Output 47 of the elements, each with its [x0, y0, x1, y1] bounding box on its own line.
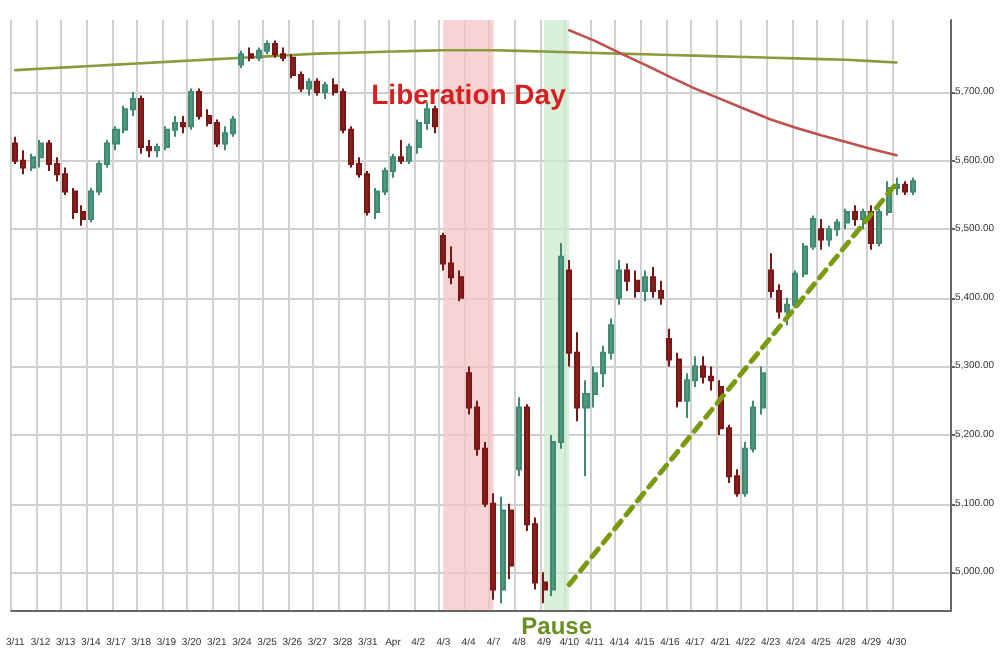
candlestick — [196, 87, 202, 121]
line-series — [567, 28, 898, 157]
candlestick — [860, 207, 866, 231]
candlestick — [902, 180, 908, 196]
band-label: Pause — [521, 612, 593, 640]
candlestick — [322, 80, 328, 100]
candlestick — [634, 269, 640, 299]
candlestick — [666, 327, 672, 368]
candlestick — [624, 262, 630, 292]
candlestick — [508, 502, 514, 581]
candlestick — [844, 207, 850, 231]
candlestick — [876, 207, 882, 248]
candlestick — [818, 217, 824, 251]
candlestick — [188, 87, 194, 131]
candlestick — [138, 94, 144, 155]
candlestick — [760, 365, 766, 416]
line-series — [14, 48, 898, 72]
candlestick — [398, 139, 404, 166]
candlestick — [406, 142, 412, 166]
candlestick — [280, 46, 286, 63]
candlestick — [180, 115, 186, 135]
candlestick — [500, 495, 506, 605]
candlestick — [834, 217, 840, 238]
candlestick — [910, 176, 916, 196]
candlestick — [650, 265, 656, 299]
candlestick — [826, 224, 832, 248]
band-label: Liberation Day — [371, 78, 567, 110]
candlestick — [12, 135, 18, 166]
candlestick — [248, 46, 254, 63]
candlestick — [516, 396, 522, 478]
candlestick — [542, 571, 548, 605]
candlestick — [642, 269, 648, 303]
candlestick — [154, 142, 160, 159]
candlestick — [238, 49, 244, 70]
candlestick — [38, 139, 44, 169]
candlestick — [272, 39, 278, 59]
candlestick — [264, 39, 270, 56]
candlestick — [616, 259, 622, 306]
candlestick — [432, 104, 438, 135]
candlestick — [314, 77, 320, 97]
candlestick — [852, 204, 858, 227]
candlestick — [256, 46, 262, 63]
candlestick — [306, 77, 312, 97]
candlestick — [700, 355, 706, 385]
candlestick — [72, 187, 78, 220]
candlestick — [458, 269, 464, 303]
candlestick — [676, 351, 682, 409]
